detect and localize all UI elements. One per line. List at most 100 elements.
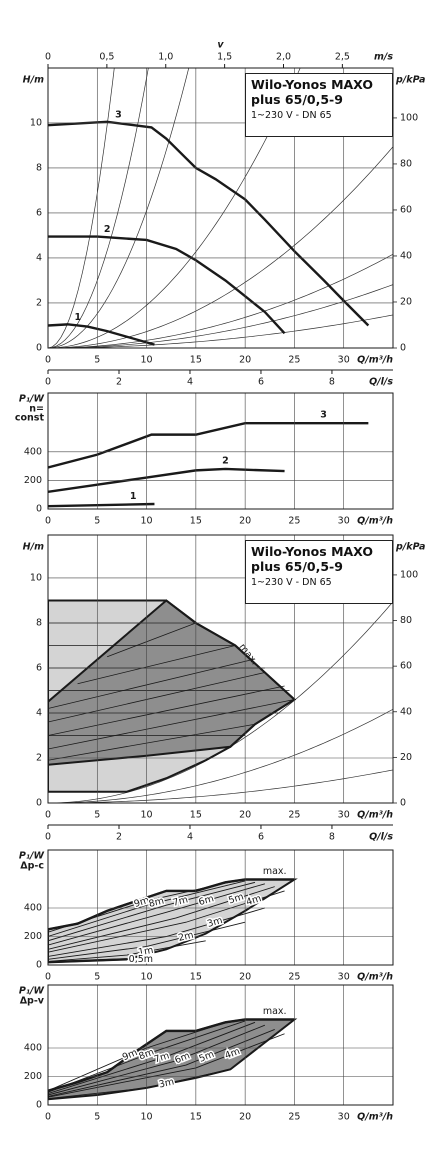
y-tick-label: 200: [24, 1071, 42, 1082]
x-tick-label: 0: [45, 355, 51, 366]
x-tick-label: 10: [141, 1112, 153, 1123]
curve: [48, 1020, 246, 1093]
curve: [48, 120, 370, 327]
plot-frame: [47, 392, 394, 510]
top-axis-label: v: [217, 40, 224, 51]
y2-tick-label: 40: [400, 706, 412, 717]
x-tick-label: 20: [239, 972, 251, 983]
x-tick-label: 0: [45, 972, 51, 983]
region: [48, 1019, 295, 1100]
x-tick-label: 30: [338, 355, 350, 366]
y2-tick-label: 80: [400, 158, 412, 169]
x-tick-label: 10: [141, 810, 153, 821]
curve: [48, 467, 285, 494]
plot-area: [48, 878, 298, 964]
bottom2-tick-label: 6: [258, 832, 264, 843]
system-curve: [48, 708, 393, 803]
bottom2-tick-label: 8: [329, 377, 335, 388]
y2-tick-label: 0: [400, 343, 406, 354]
curve: [48, 890, 285, 953]
chart-title: Wilo-Yonos MAXO plus 65/0,5-9: [251, 77, 373, 107]
y-tick-label: 8: [36, 162, 42, 173]
title-box: Wilo-Yonos MAXO plus 65/0,5-9 1~230 V - D…: [245, 73, 393, 137]
curve: [48, 1024, 266, 1096]
curve-label: 8m: [148, 896, 165, 910]
y-tick-label: 4: [36, 252, 42, 263]
y-axis-label: H/m: [23, 75, 44, 86]
y-tick-label: 400: [24, 902, 42, 913]
curve-label: 3: [115, 110, 122, 121]
chart-subtitle: 1~230 V - DN 65: [251, 110, 332, 121]
x-tick-label: 30: [338, 810, 350, 821]
y-tick-label: 8: [36, 617, 42, 628]
plot-frame: [47, 849, 394, 966]
y-axis-note: Δp-c: [20, 861, 44, 872]
chart-subtitle: 1~230 V - DN 65: [251, 577, 332, 588]
curve: [48, 881, 256, 942]
y2-tick-label: 100: [400, 112, 418, 123]
x-tick-label: 5: [94, 516, 100, 527]
top-tick-label: 0,5: [99, 52, 114, 63]
x-tick-label: 25: [288, 355, 300, 366]
y-tick-label: 400: [24, 446, 42, 457]
system-curve: [48, 769, 393, 803]
y-tick-label: 200: [24, 475, 42, 486]
x-tick-label: 15: [190, 355, 202, 366]
x-axis-label: Q/m³/h: [357, 1112, 393, 1123]
curve: [48, 421, 369, 469]
x-tick-label: 20: [239, 1112, 251, 1123]
y-tick-label: 10: [30, 572, 42, 583]
x-tick-label: 30: [338, 516, 350, 527]
x-tick-label: 0: [45, 1112, 51, 1123]
y2-tick-label: 20: [400, 296, 412, 307]
y-tick-label: 6: [36, 662, 42, 673]
y-tick-label: 400: [24, 1042, 42, 1053]
x-axis-label: Q/m³/h: [357, 972, 393, 983]
region: [48, 600, 295, 765]
top-tick-label: 2,5: [335, 52, 350, 63]
y2-axis-label: p/kPa: [395, 75, 425, 86]
title-box: Wilo-Yonos MAXO plus 65/0,5-9 1~230 V - D…: [245, 540, 393, 604]
setpoint-line: [48, 723, 256, 761]
x-tick-label: 30: [338, 1112, 350, 1123]
y-axis-note: Δp-v: [20, 996, 45, 1007]
curve-label: 3: [320, 410, 327, 421]
curve: [48, 958, 127, 964]
y2-tick-label: 40: [400, 250, 412, 261]
setpoint-line: [77, 645, 236, 685]
curve: [48, 886, 275, 950]
y-tick-label: 0: [36, 343, 42, 354]
plot-area: [48, 599, 393, 803]
curve-label: 2: [104, 224, 111, 235]
top-tick-label: 2,0: [276, 52, 291, 63]
bottom2-tick-label: 0: [45, 377, 51, 388]
x-tick-label: 25: [288, 516, 300, 527]
y2-tick-label: 80: [400, 615, 412, 626]
setpoint-line: [48, 699, 295, 750]
curve-label: 3m: [158, 1076, 175, 1090]
curve: [48, 502, 155, 508]
y-tick-label: 0: [36, 1100, 42, 1111]
x-tick-label: 15: [190, 810, 202, 821]
x-tick-label: 25: [288, 1112, 300, 1123]
y-tick-label: 0: [36, 504, 42, 515]
bottom2-tick-label: 0: [45, 832, 51, 843]
y-axis-note: const: [15, 413, 45, 424]
y-tick-label: 6: [36, 207, 42, 218]
y-tick-label: 200: [24, 931, 42, 942]
curve-label: 2m: [177, 930, 194, 944]
x-tick-label: 15: [190, 516, 202, 527]
system-curve: [48, 68, 149, 348]
bottom2-tick-label: 4: [187, 832, 193, 843]
curve-label: 7m: [172, 894, 190, 908]
y-tick-label: 2: [36, 752, 42, 763]
y-tick-label: 10: [30, 117, 42, 128]
bottom2-tick-label: 2: [116, 832, 122, 843]
setpoint-line: [107, 622, 196, 658]
system-curve: [48, 284, 393, 348]
x-tick-label: 5: [94, 355, 100, 366]
x-tick-label: 0: [45, 810, 51, 821]
curve: [48, 940, 206, 962]
x-tick-label: 15: [190, 972, 202, 983]
x-tick-label: 25: [288, 972, 300, 983]
